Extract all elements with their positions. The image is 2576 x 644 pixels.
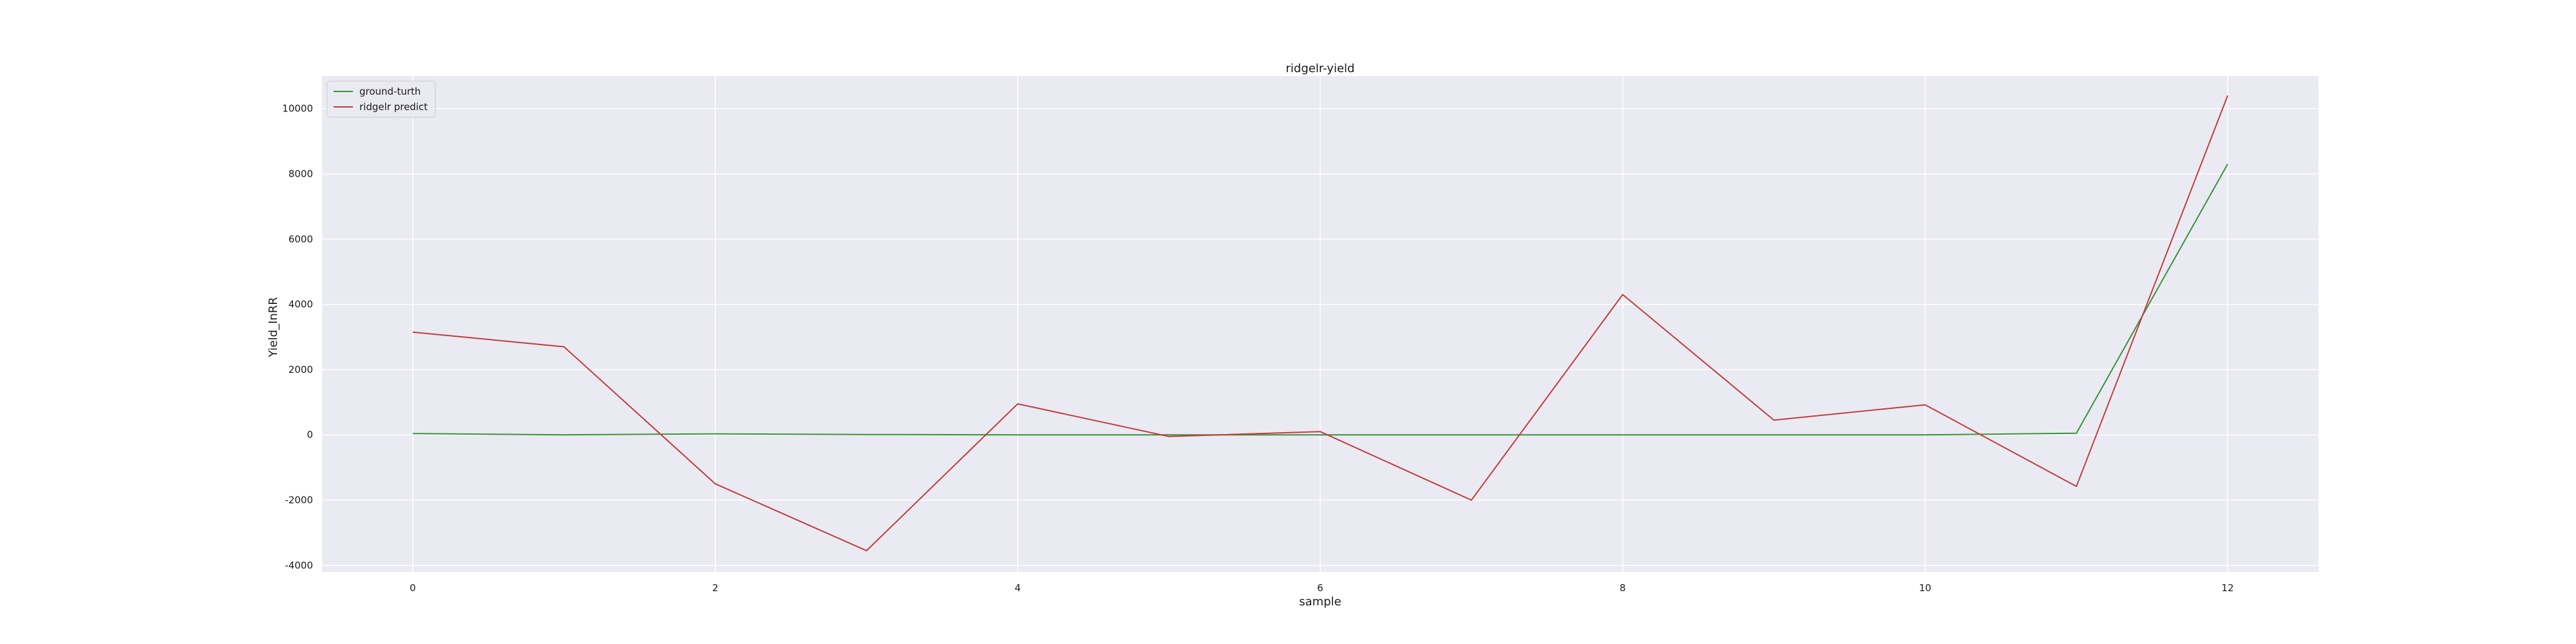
legend-label: ridgelr predict xyxy=(359,101,428,113)
y-tick-label: 0 xyxy=(307,429,313,440)
x-axis-label: sample xyxy=(1299,595,1341,609)
x-tick-label: 2 xyxy=(712,582,719,594)
legend-label: ground-turth xyxy=(359,86,421,97)
y-axis-label: Yield_InRR xyxy=(267,297,280,358)
y-axis-ticks: -4000 -2000 0 2000 4000 6000 8000 10000 xyxy=(282,103,313,571)
legend-box xyxy=(327,80,436,118)
y-tick-label: 10000 xyxy=(282,103,313,115)
x-tick-label: 8 xyxy=(1620,582,1626,594)
legend: ground-turth ridgelr predict xyxy=(327,80,436,118)
x-tick-label: 6 xyxy=(1317,582,1323,594)
x-axis-ticks: 0 2 4 6 8 10 12 xyxy=(410,582,2234,594)
series-line-1 xyxy=(412,164,2228,436)
x-tick-label: 12 xyxy=(2222,582,2234,594)
chart-title: ridgelr-yield xyxy=(1286,62,1355,75)
y-tick-label: 2000 xyxy=(289,364,313,375)
x-tick-label: 0 xyxy=(410,582,416,594)
y-tick-label: 6000 xyxy=(289,233,313,245)
y-tick-label: -4000 xyxy=(285,560,313,571)
x-tick-label: 4 xyxy=(1015,582,1021,594)
series-lines xyxy=(412,95,2229,552)
series-line-2 xyxy=(412,95,2229,552)
y-tick-label: -2000 xyxy=(285,495,313,506)
x-tick-label: 10 xyxy=(1919,582,1931,594)
y-tick-label: 4000 xyxy=(289,299,313,310)
y-tick-label: 8000 xyxy=(289,168,313,180)
